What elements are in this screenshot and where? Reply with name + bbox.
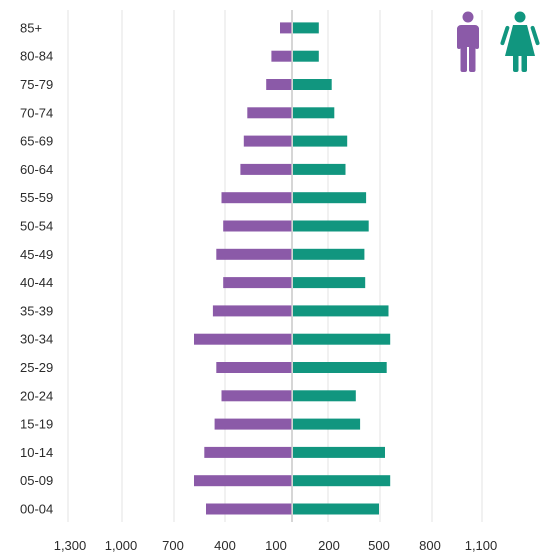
gridlines (67, 10, 483, 522)
male-bar-70-74 (247, 107, 292, 119)
male-bar-00-04 (206, 503, 292, 515)
male-bar-20-24 (221, 390, 292, 402)
x-tick-label: 1,100 (465, 538, 498, 553)
male-bar-45-49 (216, 248, 292, 260)
y-tick-label: 15-19 (20, 417, 53, 432)
x-tick-label: 800 (419, 538, 441, 553)
male-bar-65-69 (243, 135, 292, 147)
female-bar-80-84 (293, 50, 319, 62)
female-bar-55-59 (293, 192, 367, 204)
female-bar-15-19 (293, 418, 361, 430)
female-bar-70-74 (293, 107, 335, 119)
y-tick-label: 40-44 (20, 275, 53, 290)
male-bar-30-34 (194, 333, 292, 345)
y-tick-label: 65-69 (20, 134, 53, 149)
male-bar-60-64 (240, 163, 292, 175)
y-tick-label: 35-39 (20, 303, 53, 318)
y-tick-label: 10-14 (20, 445, 53, 460)
male-bar-35-39 (212, 305, 292, 317)
female-bar-10-14 (293, 446, 385, 458)
male-person-icon (457, 11, 479, 72)
female-bar-25-29 (293, 362, 387, 373)
y-tick-label: 70-74 (20, 105, 53, 120)
y-tick-label: 60-64 (20, 162, 53, 177)
female-bar-60-64 (293, 163, 346, 175)
male-bar-80-84 (271, 50, 292, 62)
female-bar-45-49 (293, 248, 365, 260)
y-tick-label: 45-49 (20, 247, 53, 262)
male-bar-05-09 (194, 475, 292, 487)
male-bar-10-14 (204, 446, 292, 458)
male-bar-15-19 (214, 418, 292, 430)
male-bar-75-79 (266, 79, 292, 90)
x-tick-label: 100 (265, 538, 287, 553)
y-tick-label: 25-29 (20, 360, 53, 375)
y-tick-label: 20-24 (20, 388, 53, 403)
male-bar-50-54 (223, 220, 292, 232)
female-bar-30-34 (293, 333, 391, 345)
y-tick-label: 80-84 (20, 49, 53, 64)
y-tick-label: 00-04 (20, 502, 53, 517)
y-tick-label: 30-34 (20, 332, 53, 347)
y-tick-label: 50-54 (20, 219, 53, 234)
x-tick-label: 200 (318, 538, 340, 553)
female-bar-75-79 (293, 79, 332, 90)
x-tick-label: 500 (368, 538, 390, 553)
x-tick-label: 1,000 (105, 538, 138, 553)
female-bar-40-44 (293, 277, 366, 289)
female-person-icon (500, 11, 540, 72)
male-bar-25-29 (216, 362, 292, 373)
male-bar-55-59 (221, 192, 292, 204)
x-tick-label: 700 (162, 538, 184, 553)
bars (194, 22, 391, 515)
x-axis-labels: 1,300 1,000 700 400 100 200 500 800 1,100 (54, 538, 498, 553)
y-axis-labels: 00-04 05-09 10-14 15-19 20-24 25-29 30-34 35-39… (20, 20, 53, 516)
female-bar-35-39 (293, 305, 389, 317)
female-bar-20-24 (293, 390, 356, 402)
y-tick-label: 75-79 (20, 77, 53, 92)
male-bar-40-44 (223, 277, 292, 289)
x-tick-label: 400 (214, 538, 236, 553)
y-tick-label: 55-59 (20, 190, 53, 205)
y-tick-label: 85+ (20, 20, 42, 35)
female-bar-50-54 (293, 220, 369, 232)
female-bar-65-69 (293, 135, 348, 147)
y-tick-label: 05-09 (20, 473, 53, 488)
female-bar-05-09 (293, 475, 391, 487)
female-bar-00-04 (293, 503, 379, 515)
female-bar-85+ (293, 22, 319, 34)
male-bar-85+ (280, 22, 292, 34)
x-tick-label: 1,300 (54, 538, 87, 553)
